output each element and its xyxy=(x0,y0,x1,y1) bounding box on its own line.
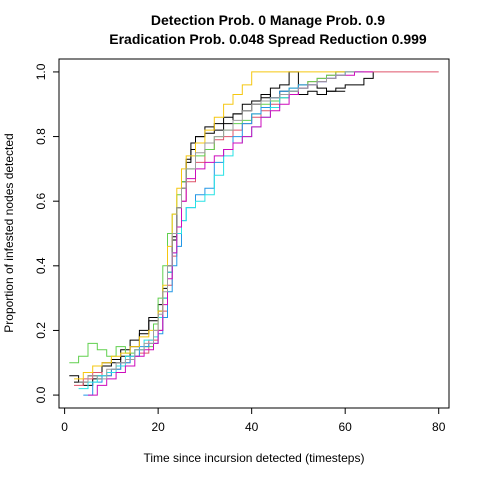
y-tick-label: 0.0 xyxy=(34,386,48,403)
x-tick-label: 80 xyxy=(432,420,446,434)
series-line-6 xyxy=(78,71,364,390)
series-line-4 xyxy=(69,71,355,364)
y-axis-label: Proportion of infested nodes detected xyxy=(2,133,16,332)
y-tick-label: 0.4 xyxy=(34,257,48,274)
x-tick-label: 20 xyxy=(151,420,165,434)
series-line-1 xyxy=(69,71,374,383)
y-tick-label: 0.2 xyxy=(34,322,48,339)
chart-title-line-1: Detection Prob. 0 Manage Prob. 0.9 xyxy=(151,12,385,28)
series-group xyxy=(69,71,439,396)
y-tick-label: 1.0 xyxy=(34,63,48,80)
x-axis-label: Time since incursion detected (timesteps… xyxy=(144,451,365,465)
series-line-9 xyxy=(78,71,355,383)
y-tick-label: 0.8 xyxy=(34,128,48,145)
x-tick-label: 0 xyxy=(61,420,68,434)
y-tick-label: 0.6 xyxy=(34,193,48,210)
y-axis: 0.0 0.2 0.4 0.6 0.8 1.0 xyxy=(34,63,60,403)
chart-title-line-2: Eradication Prob. 0.048 Spread Reduction… xyxy=(109,31,427,47)
plot-frame xyxy=(58,58,450,409)
series-line-3 xyxy=(74,71,439,386)
x-tick-label: 60 xyxy=(339,420,353,434)
x-axis: 0 20 40 60 80 xyxy=(61,407,446,434)
series-line-2 xyxy=(74,90,346,386)
series-line-8 xyxy=(74,71,346,380)
x-tick-label: 40 xyxy=(245,420,259,434)
